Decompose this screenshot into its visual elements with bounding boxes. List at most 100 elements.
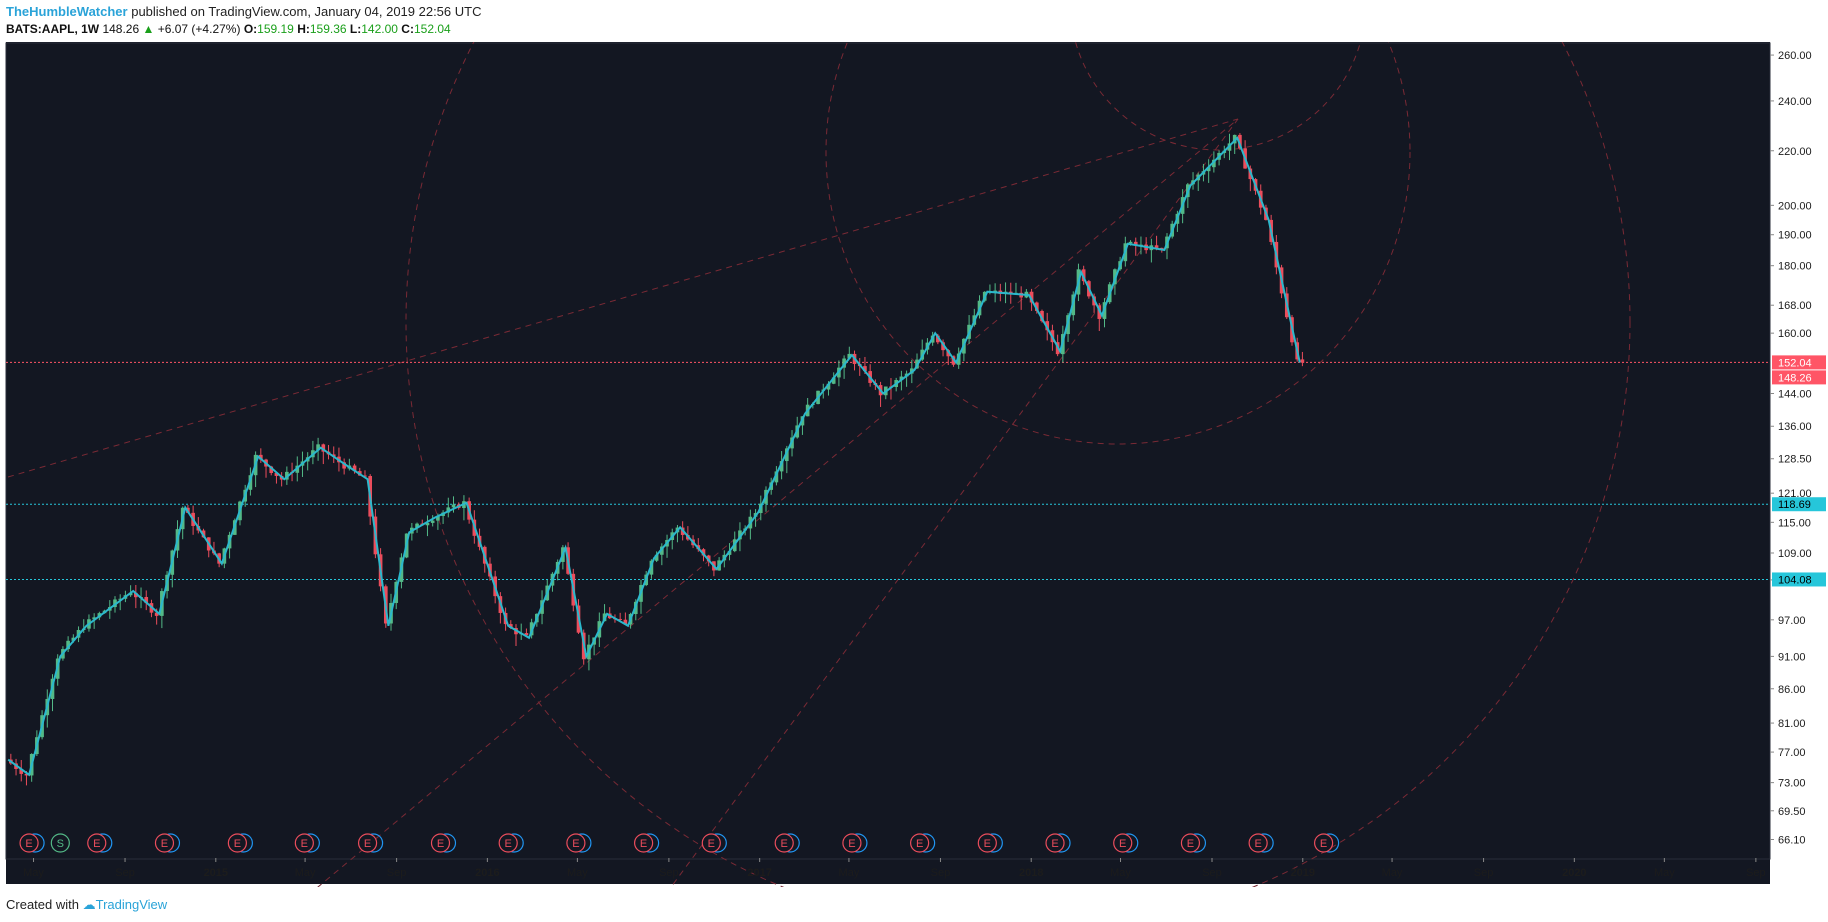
candle-body	[1034, 302, 1039, 311]
earnings-event-marker[interactable]: E	[842, 833, 868, 853]
candle-body	[269, 466, 274, 473]
earnings-event-marker[interactable]: E	[1113, 833, 1139, 853]
event-circle-icon	[701, 833, 721, 853]
earnings-event-marker[interactable]: E	[19, 833, 45, 853]
candle-body	[899, 376, 904, 381]
event-label: S	[57, 838, 64, 850]
earnings-event-marker[interactable]: E	[1314, 833, 1340, 853]
price-label-text: 118.69	[1778, 499, 1811, 511]
candle-body	[1045, 321, 1050, 331]
y-tick-label: 168.00	[1778, 300, 1812, 312]
symbol-label: BATS:AAPL, 1W	[6, 22, 100, 36]
x-tick-label: May	[839, 867, 860, 879]
earnings-event-marker[interactable]: E	[357, 833, 384, 853]
event-circle-icon	[633, 833, 654, 853]
event-circle-icon	[154, 833, 175, 853]
price-change: +6.07 (+4.27%)	[157, 22, 241, 36]
candle-body	[134, 592, 138, 598]
earnings-event-marker[interactable]: E	[154, 833, 181, 853]
candle-body	[956, 353, 961, 365]
split-event-marker[interactable]: S	[50, 833, 70, 853]
candle-body	[144, 596, 149, 604]
earnings-event-marker[interactable]: E	[498, 833, 524, 853]
event-circle-icon	[1314, 833, 1334, 853]
earnings-event-marker[interactable]: E	[430, 833, 457, 853]
tradingview-link[interactable]: TradingView	[95, 897, 168, 912]
event-label: E	[505, 838, 512, 850]
earnings-event-marker[interactable]: E	[774, 833, 800, 853]
candle-body	[993, 290, 997, 292]
price-label-text: 148.26	[1778, 372, 1812, 384]
y-tick-label: 115.00	[1778, 517, 1811, 529]
event-circle-icon	[357, 833, 378, 853]
event-label: E	[708, 838, 715, 850]
event-label: E	[640, 838, 647, 850]
event-circle-icon	[50, 833, 70, 853]
x-tick-label: 2020	[1562, 867, 1586, 879]
price-axis[interactable]: 260.00 240.00 220.00 200.00 190.00 180.00 168.…	[1770, 50, 1812, 847]
earnings-event-marker[interactable]: E	[1248, 833, 1274, 853]
event-circle-icon	[566, 833, 586, 853]
earnings-event-marker[interactable]: E	[701, 833, 727, 853]
plot-frame	[5, 42, 1771, 860]
candle-body	[842, 358, 846, 368]
candle-body	[701, 549, 706, 556]
x-tick-label: Sep	[115, 867, 135, 879]
tradingview-logo-icon[interactable]: ☁	[82, 897, 96, 912]
price-label-box	[1772, 370, 1826, 385]
y-tick-label: 73.00	[1778, 778, 1806, 790]
event-label: E	[572, 838, 579, 850]
candle-body	[623, 619, 628, 625]
earnings-event-marker[interactable]: E	[227, 833, 253, 853]
x-tick-label: Sep	[659, 867, 679, 879]
candle-body	[24, 773, 29, 776]
event-label: E	[848, 838, 855, 850]
event-label: E	[1119, 838, 1126, 850]
candle-body	[66, 640, 70, 650]
earnings-event-marker[interactable]: E	[1045, 833, 1071, 853]
x-tick-label: May	[567, 867, 588, 879]
x-tick-label: May	[295, 867, 316, 879]
x-tick-label: 2017	[747, 867, 771, 879]
event-circle-icon	[1045, 833, 1065, 853]
event-label: E	[1320, 838, 1327, 850]
time-axis[interactable]: May Sep 2015 May Sep 2016 May Sep 2017 May Sep 2018…	[23, 858, 1766, 879]
dashed-circle-large	[405, 42, 1631, 887]
candle-body	[831, 377, 836, 384]
candle-body	[274, 472, 279, 476]
earnings-event-marker[interactable]: E	[633, 833, 660, 853]
candle-body	[1040, 310, 1044, 322]
x-tick-label: May	[1382, 867, 1403, 879]
event-circle-icon	[430, 833, 451, 853]
candle-body	[784, 448, 789, 462]
price-label-box	[1772, 355, 1826, 370]
candle-body	[258, 454, 263, 460]
dashed-fan-line	[317, 118, 1239, 887]
price-label-text: 104.08	[1778, 574, 1812, 586]
earnings-event-marker[interactable]: E	[566, 833, 592, 853]
y-tick-label: 109.00	[1778, 548, 1812, 560]
y-tick-label: 69.50	[1778, 806, 1806, 818]
candle-body	[1212, 159, 1216, 168]
earnings-event-marker[interactable]: E	[977, 833, 1003, 853]
up-arrow-icon: ▲	[142, 22, 155, 36]
author-name[interactable]: TheHumbleWatcher	[6, 4, 128, 19]
event-circle-icon	[774, 833, 794, 853]
event-label: E	[437, 838, 444, 850]
price-chart[interactable]: E S E E E E E E E E E E E E E E E E E E E 260.00 240.00 220.00…	[0, 42, 1828, 887]
event-label: E	[161, 838, 168, 850]
earnings-event-marker[interactable]: E	[910, 833, 936, 853]
y-tick-label: 128.50	[1778, 454, 1812, 466]
x-tick-label: May	[1654, 867, 1675, 879]
open-label: O:	[243, 22, 258, 36]
candle-body	[352, 465, 357, 472]
chart-background	[6, 42, 1770, 884]
earnings-event-marker[interactable]: E	[1180, 833, 1207, 853]
earnings-event-marker[interactable]: E	[294, 833, 320, 853]
earnings-event-marker[interactable]: E	[87, 833, 113, 853]
candle-body	[1029, 291, 1034, 303]
high-value: 159.36	[309, 22, 347, 36]
horizontal-levels	[6, 361, 1770, 580]
candle-body	[436, 515, 440, 521]
dashed-circle-medium	[825, 42, 1411, 445]
